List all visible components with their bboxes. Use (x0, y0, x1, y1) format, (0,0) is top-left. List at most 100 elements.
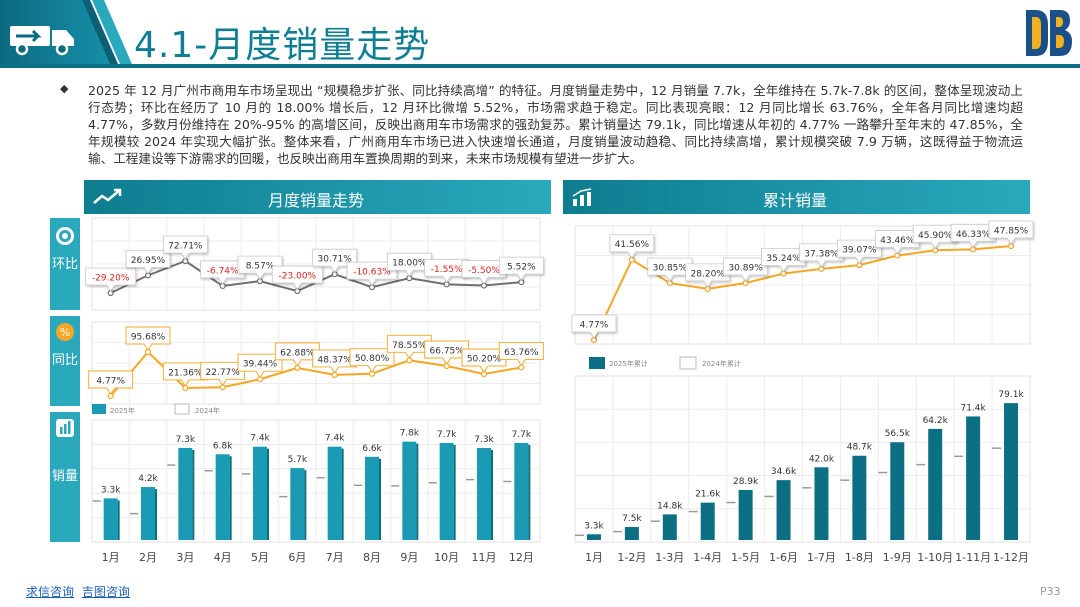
left-panel-title: 月度销量走势 (268, 191, 365, 210)
data-label: 28.20% (691, 269, 726, 279)
bar-2025cum (890, 442, 905, 540)
legend-swatch-2025cum (589, 357, 605, 369)
bar-value-label: 34.6k (771, 467, 797, 477)
footer-link-1[interactable]: 求信咨询 (26, 585, 75, 599)
bar-2024cum-marker (650, 520, 660, 522)
bar-2024-marker (391, 485, 400, 487)
bar-value-label: 7.7k (437, 430, 457, 440)
x-tick-label: 1-2月 (617, 551, 646, 564)
bar-value-label: 21.6k (695, 490, 721, 500)
data-label: 43.46% (880, 236, 915, 246)
x-tick-label: 5月 (251, 551, 269, 564)
x-tick-label: 1-4月 (693, 551, 722, 564)
data-label: 22.77% (206, 368, 241, 378)
data-label: 46.33% (956, 230, 991, 240)
bar-2025 (290, 468, 305, 540)
bar-side (528, 444, 531, 540)
data-label: 21.36% (168, 368, 203, 378)
bar-2025 (514, 442, 529, 540)
percent-icon: % (56, 323, 74, 341)
bar-2025cum (776, 480, 791, 540)
legend-swatch-2024cum (679, 356, 697, 370)
bar-2024-marker (92, 500, 101, 502)
legend-swatch-2024 (174, 403, 190, 415)
bar-2025 (327, 446, 342, 540)
bar-side (416, 443, 419, 540)
legend-2024: 2024年 (195, 406, 220, 415)
trend-line-icon (93, 188, 122, 204)
data-label: 39.07% (842, 246, 877, 256)
bar-2024cum-marker (802, 487, 812, 489)
data-label: 8.57% (246, 262, 275, 272)
bar-2024-marker (204, 470, 213, 472)
bar-side (117, 500, 120, 540)
bar-2025 (178, 447, 193, 540)
x-tick-label: 1月 (102, 551, 120, 564)
right-panel-title: 累计销量 (763, 191, 828, 210)
bar-side (453, 444, 456, 540)
x-tick-label: 12月 (509, 551, 534, 564)
bar-2025 (141, 487, 155, 540)
data-label: 30.85% (653, 264, 688, 274)
data-label-box (988, 220, 1034, 245)
bar-2024cum-marker (916, 463, 926, 466)
bar-value-label: 7.3k (176, 435, 196, 445)
data-label-box (386, 334, 432, 360)
data-label: 4.77% (96, 377, 125, 387)
bar-2025 (253, 446, 267, 540)
right-panel-header: 累计销量 (563, 180, 1030, 214)
x-tick-label: 6月 (288, 551, 306, 564)
data-label: -1.55% (431, 265, 463, 275)
data-label-box (125, 326, 171, 351)
data-label: 39.44% (243, 360, 278, 370)
data-label: 47.85% (994, 227, 1029, 237)
bar-value-label: 5.7k (288, 455, 308, 465)
bar-side (192, 449, 195, 540)
data-label: 18.00% (392, 259, 427, 269)
data-label-box (271, 265, 323, 290)
x-tick-label: 1-8月 (845, 551, 874, 564)
svg-text:%: % (60, 326, 70, 339)
x-tick-label: 1-12月 (993, 551, 1029, 564)
bar-side (304, 470, 307, 540)
x-tick-label: 3月 (176, 551, 194, 564)
bar-2025cum (624, 527, 639, 540)
bar-value-label: 6.8k (213, 441, 233, 451)
monthly-bar-chart (91, 419, 541, 543)
data-label: 45.90% (918, 231, 953, 241)
cum-bar-chart (574, 375, 1031, 543)
bar-2025 (477, 447, 491, 540)
bar-value-label: 3.3k (101, 485, 121, 495)
data-label: 95.68% (131, 333, 166, 343)
bar-value-label: 7.4k (250, 434, 270, 444)
data-label: 30.89% (728, 264, 763, 274)
bar-side (229, 456, 232, 540)
bar-2024-marker (167, 464, 176, 466)
bar-chart-icon (572, 188, 592, 206)
data-label: 48.37% (318, 355, 353, 365)
bar-value-label: 56.5k (885, 429, 911, 439)
data-label-box (88, 370, 134, 395)
bar-2024-marker (354, 484, 362, 487)
page-number: P33 (1040, 585, 1061, 598)
x-tick-label: 1-6月 (769, 551, 798, 564)
x-tick-label: 8月 (363, 551, 381, 564)
bar-2025 (402, 441, 417, 540)
bar-2024cum-marker (612, 530, 622, 533)
data-label: 66.75% (430, 347, 465, 357)
monthly-bars: 2025年 2024年 3.3k 1月 4.2k 2月 7.3k 3月 6.8k 4月 7.4k 5月… (92, 403, 534, 564)
cum-bars: 2025年累计 2024年累计 3.3k 1月 7.5k 1-2月 14.8k 1-3月 21.… (574, 356, 1029, 564)
side-label-yoy: % 同比 (50, 316, 80, 406)
x-tick-label: 2月 (139, 551, 157, 564)
data-label: 63.76% (504, 348, 539, 358)
bar-2025cum (966, 416, 981, 540)
legend-2025cum: 2025年累计 (609, 359, 648, 368)
bar-value-label: 3.3k (584, 521, 604, 531)
data-label-box (386, 252, 432, 277)
bar-2024cum-marker (878, 471, 888, 474)
bar-value-label: 7.4k (325, 434, 345, 444)
side-label-mom: 环比 (50, 218, 80, 310)
footer-link-2[interactable]: 吉图咨询 (81, 585, 130, 599)
legend-2024cum: 2024年累计 (702, 359, 741, 368)
data-label: -10.63% (353, 268, 391, 278)
